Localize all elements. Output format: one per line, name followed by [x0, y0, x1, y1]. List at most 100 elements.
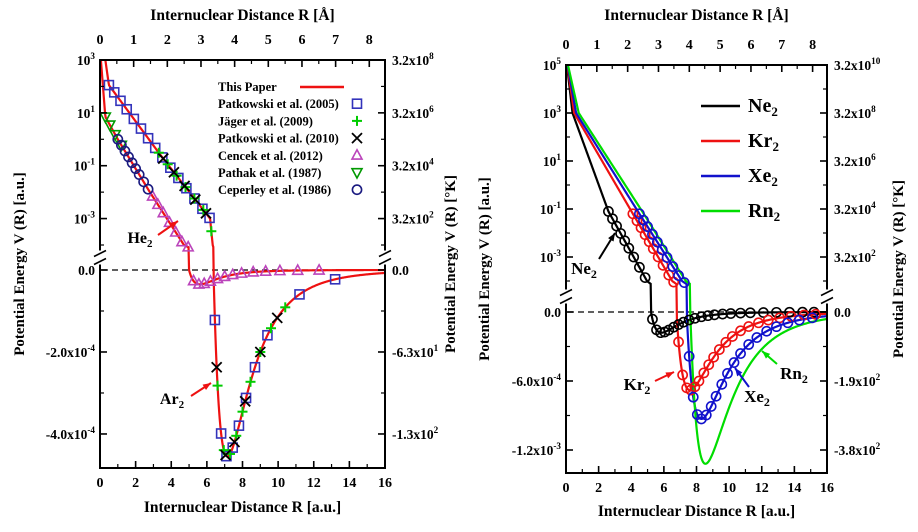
arrowhead: [665, 372, 674, 379]
annotation-Kr: Kr2: [624, 371, 675, 397]
bottom-axis-title: Internuclear Distance R [a.u.]: [144, 499, 341, 516]
annotation-Ne: Ne2: [571, 232, 616, 281]
square-marker: [233, 420, 245, 431]
legend-label: Rn2: [748, 200, 780, 224]
axis-break-mark: [559, 288, 573, 297]
x-marker: [178, 180, 191, 192]
circle-marker: [673, 336, 684, 348]
circle-marker: [678, 277, 690, 288]
square-marker: [262, 329, 273, 341]
top-tick-label: 5: [265, 33, 272, 48]
x-tick-label: 4: [628, 481, 635, 496]
y-left-tick-label: 0.0: [78, 263, 95, 278]
circle-marker: [705, 401, 717, 412]
y-left-tick-label: 103: [77, 51, 96, 68]
y-left-tick-label: 103: [543, 104, 562, 121]
circle-marker: [647, 313, 658, 325]
y-left-tick-label: -1.2x10-3: [512, 441, 562, 458]
triangle-up-marker: [175, 234, 189, 247]
square-marker: [165, 162, 176, 173]
y-right-tick-label: -1.9x102: [834, 372, 881, 389]
x-marker: [219, 449, 232, 461]
y-left-tick-label: 10-1: [74, 157, 96, 174]
circle-marker: [709, 309, 720, 321]
curve-Rn2: [566, 65, 827, 465]
circle-marker: [761, 325, 773, 337]
top-tick-label: 1: [593, 38, 600, 53]
annotation-text: Ne2: [571, 259, 597, 281]
annotation-text: Xe2: [744, 387, 770, 409]
x-marker: [239, 395, 251, 407]
right-axis-title: Potential Energy V (R) [°K]: [891, 180, 907, 358]
circle-marker: [713, 344, 725, 355]
y-right-tick-label: 0.0: [392, 263, 409, 278]
markers-Ar2: [153, 147, 291, 459]
markers-He2: [146, 189, 326, 289]
top-tick-label: 6: [747, 38, 754, 53]
circle-marker: [753, 317, 764, 329]
x-tick-label: 14: [342, 476, 356, 491]
axis-break-gap: [96, 250, 104, 265]
circle-marker: [130, 163, 142, 175]
triangle-down-marker: [350, 167, 364, 180]
square-marker: [249, 361, 261, 373]
top-tick-label: 4: [231, 33, 238, 48]
legend: This Paper Patkowski et al. (2005) Jäger e…: [218, 80, 364, 197]
circle-marker: [757, 307, 769, 318]
arrowhead: [608, 233, 615, 242]
annotation-He: He2: [127, 220, 179, 250]
panel-left: 0 2 4 6 8 10 12 14 160 1 2 3 4 5 6 7 810310110-110-33.2x…: [12, 7, 459, 516]
top-axis-title: Internuclear Distance R [Å]: [604, 7, 788, 24]
y-right-tick-label: 3.2x106: [834, 152, 876, 169]
y-right-tick-label: 3.2x102: [834, 248, 876, 265]
square-marker: [173, 172, 184, 184]
axis-break-mark: [378, 249, 392, 258]
legend-label: Kr2: [748, 130, 779, 154]
circle-marker: [115, 139, 127, 151]
top-tick-label: 0: [97, 33, 104, 48]
top-tick-label: 3: [197, 33, 204, 48]
circle-marker: [123, 151, 134, 163]
legend-label: Patkowski et al. (2010): [218, 132, 339, 146]
circle-marker: [744, 307, 756, 319]
arrowhead: [169, 221, 178, 229]
markers-Ne2: [603, 205, 820, 339]
square-marker: [121, 103, 133, 115]
left-axis-title: Potential Energy V (R) [a.u.]: [477, 177, 493, 361]
triangle-up-marker: [151, 197, 165, 210]
triangle-up-marker: [235, 266, 248, 278]
triangle-up-marker: [273, 263, 287, 276]
circle-marker: [142, 183, 154, 195]
y-left-tick-label: -6.0x10-4: [512, 372, 562, 389]
circle-marker: [693, 375, 705, 387]
circle-marker: [726, 331, 738, 342]
x-marker: [189, 193, 201, 206]
y-right-tick-label: 3.2x104: [834, 200, 876, 217]
circle-marker: [771, 321, 782, 333]
circle-marker: [678, 316, 689, 328]
triangle-up-marker: [259, 264, 272, 276]
x-tick-label: 16: [820, 481, 834, 496]
annotation-Ar: Ar2: [160, 382, 212, 411]
legend-label: Ne2: [748, 95, 778, 119]
square-marker: [204, 212, 215, 224]
circle-marker: [677, 369, 689, 381]
circle-marker: [782, 317, 794, 329]
x-tick-label: 12: [755, 481, 769, 496]
circle-marker: [126, 157, 138, 169]
top-axis-title: Internuclear Distance R [Å]: [150, 7, 334, 24]
annotation-Xe: Xe2: [734, 367, 770, 409]
markers: [603, 205, 821, 425]
circle-marker: [728, 357, 740, 368]
triangle-up-marker: [312, 263, 326, 275]
markers: [100, 79, 341, 462]
left-axis-title: Potential Energy V (R) [a.u.]: [12, 172, 28, 356]
triangle-up-marker: [146, 189, 159, 201]
y-left-tick-label: -4.0x10-4: [46, 425, 96, 442]
panel-right: 0 2 4 6 8 10 12 14 160 1 2 3 4 5 6 7 810510310110-110-33…: [477, 7, 907, 520]
square-marker: [142, 132, 154, 144]
arrowhead: [735, 368, 743, 377]
x-marker: [157, 152, 169, 165]
circle-marker: [810, 308, 821, 320]
